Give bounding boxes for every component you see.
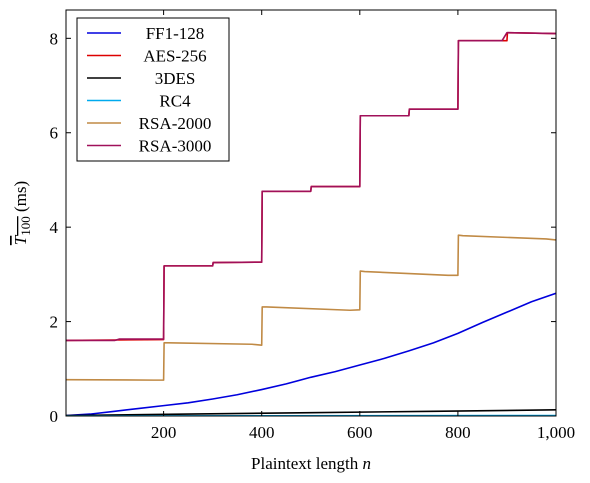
x-tick-label: 600 [347, 423, 373, 442]
y-tick-label: 4 [50, 218, 59, 237]
legend-label: 3DES [155, 69, 196, 88]
x-axis-title: Plaintext length n [251, 454, 371, 473]
x-tick-label: 1,000 [537, 423, 575, 442]
series-line-ff1-128 [66, 293, 556, 415]
x-tick-label: 400 [249, 423, 275, 442]
legend-label: FF1-128 [146, 24, 205, 43]
x-tick-label: 800 [445, 423, 471, 442]
legend-label: RC4 [159, 92, 191, 111]
legend-label: AES-256 [143, 47, 206, 66]
y-tick-label: 8 [50, 29, 59, 48]
x-tick-label: 200 [151, 423, 177, 442]
y-tick-label: 6 [50, 124, 59, 143]
y-tick-label: 2 [50, 313, 59, 332]
legend-label: RSA-2000 [139, 114, 212, 133]
y-axis-title: T100 (ms) [11, 181, 33, 245]
series-line-rsa-2000 [66, 235, 556, 380]
y-tick-label: 0 [50, 407, 59, 426]
legend: FF1-128 AES-256 3DES RC4 RSA-2000 RSA-3000 [77, 18, 229, 161]
series-line-3des [66, 410, 556, 416]
legend-label: RSA-3000 [139, 137, 212, 156]
